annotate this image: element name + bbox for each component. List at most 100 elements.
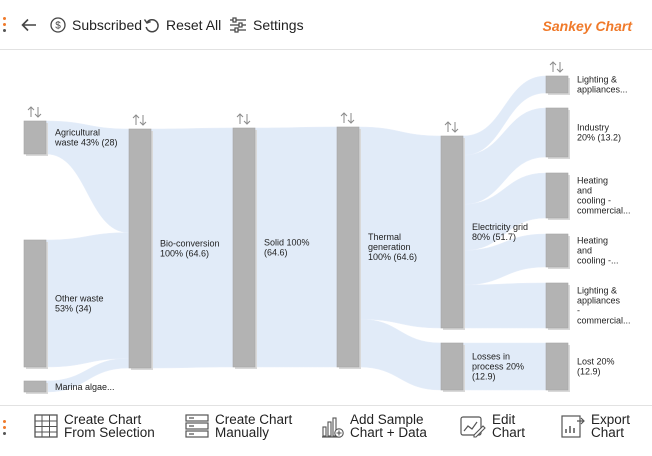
brand-title: Sankey Chart bbox=[542, 18, 632, 34]
node-label-line: 100% (64.6) bbox=[368, 252, 417, 262]
node-label-line: Lost 20% bbox=[577, 357, 615, 367]
reorder-arrows-icon[interactable] bbox=[236, 113, 251, 125]
node-label-line: process 20% bbox=[472, 362, 524, 372]
node-label-line: appliances... bbox=[577, 85, 628, 95]
node-label-line: Agricultural bbox=[55, 128, 100, 138]
create-chart-from-selection-label: Create Chart From Selection bbox=[64, 412, 155, 440]
node-label-line: Electricity grid bbox=[472, 222, 528, 232]
sankey-node-solid[interactable]: Solid 100% (64.6) bbox=[232, 113, 310, 369]
node-bar bbox=[440, 135, 464, 329]
node-bar bbox=[232, 127, 256, 368]
export-chart-icon bbox=[561, 415, 585, 438]
subscribed-button[interactable]: $ Subscribed bbox=[50, 14, 142, 36]
node-label: Losses in process 20% (12.9) bbox=[472, 352, 524, 382]
node-label-line: Industry bbox=[577, 123, 610, 133]
sankey-node-agri[interactable]: Agricultural waste 43% (28) bbox=[23, 106, 118, 156]
edit-chart-label: Edit Chart bbox=[492, 412, 526, 440]
sankey-node-bio[interactable]: Bio-conversion 100% (64.6) bbox=[128, 114, 220, 370]
node-label-line: Lighting & bbox=[577, 286, 617, 296]
sliders-icon bbox=[230, 17, 246, 33]
node-bar bbox=[545, 75, 569, 94]
node-label-line: 80% (51.7) bbox=[472, 232, 516, 242]
bottom-kebab-icon[interactable] bbox=[3, 420, 7, 438]
node-bar bbox=[440, 342, 464, 391]
node-label: Heating and cooling -... bbox=[577, 236, 619, 266]
node-bar bbox=[545, 342, 569, 391]
node-label-line: Marina algae... bbox=[55, 382, 115, 392]
sankey-node-light_comm[interactable]: Lighting & appliances -commercial... bbox=[545, 282, 631, 330]
node-label-line: Heating bbox=[577, 176, 608, 186]
sankey-link-agri-bio[interactable] bbox=[45, 120, 130, 233]
sankey-links bbox=[45, 75, 547, 393]
sankey-chart-area: Agricultural waste 43% (28) Other waste 53%… bbox=[0, 51, 652, 405]
sankey-node-light_home[interactable]: Lighting & appliances... bbox=[545, 61, 628, 95]
sankey-link-grid-light_comm[interactable] bbox=[462, 282, 547, 329]
sankey-link-thermal-grid[interactable] bbox=[358, 126, 442, 329]
reorder-arrows-icon[interactable] bbox=[549, 61, 564, 73]
node-label-line: commercial... bbox=[577, 206, 631, 216]
sankey-node-marina[interactable]: Marina algae... bbox=[23, 380, 115, 394]
node-label-line: Losses in bbox=[472, 352, 510, 362]
sankey-link-thermal-losses[interactable] bbox=[358, 318, 442, 391]
form-list-icon bbox=[185, 414, 209, 438]
node-label-line: 100% (64.6) bbox=[160, 249, 209, 259]
node-bar bbox=[23, 120, 47, 155]
sankey-node-lost[interactable]: Lost 20% (12.9) bbox=[545, 342, 615, 392]
reorder-arrows-icon[interactable] bbox=[132, 114, 147, 126]
sankey-nodes: Agricultural waste 43% (28) Other waste 53%… bbox=[23, 61, 631, 394]
node-label-line: (12.9) bbox=[472, 372, 496, 382]
dollar-circle-icon: $ bbox=[50, 17, 66, 33]
edit-chart-button[interactable]: Edit Chart bbox=[460, 413, 525, 439]
node-label-line: 20% (13.2) bbox=[577, 133, 621, 143]
create-chart-manually-button[interactable]: Create Chart Manually bbox=[185, 413, 292, 439]
sankey-node-heat_home[interactable]: Heating and cooling -... bbox=[545, 233, 619, 269]
reorder-arrows-icon[interactable] bbox=[27, 106, 42, 118]
sankey-node-thermal[interactable]: Thermal generation 100% (64.6) bbox=[336, 112, 417, 369]
node-label-line: Other waste bbox=[55, 294, 104, 304]
node-label-line: and bbox=[577, 246, 592, 256]
node-label: Industry 20% (13.2) bbox=[577, 123, 621, 143]
node-bar bbox=[545, 172, 569, 219]
node-bar bbox=[545, 233, 569, 268]
sankey-node-heat_comm[interactable]: Heating and cooling -commercial... bbox=[545, 172, 631, 220]
reorder-arrows-icon[interactable] bbox=[340, 112, 355, 124]
add-sample-chart-button[interactable]: Add Sample Chart + Data bbox=[320, 413, 427, 439]
node-bar bbox=[336, 126, 360, 368]
sankey-node-losses[interactable]: Losses in process 20% (12.9) bbox=[440, 342, 524, 392]
sample-chart-add-icon bbox=[322, 417, 344, 438]
node-label-line: appliances bbox=[577, 296, 621, 306]
node-label-line: 53% (34) bbox=[55, 304, 92, 314]
create-chart-from-selection-button[interactable]: Create Chart From Selection bbox=[34, 413, 155, 439]
node-bar bbox=[23, 239, 47, 368]
node-bar bbox=[128, 128, 152, 369]
node-label-line: and bbox=[577, 186, 592, 196]
node-label-line: Lighting & bbox=[577, 75, 617, 85]
node-label: Heating and cooling -commercial... bbox=[577, 176, 631, 216]
node-label-line: Thermal bbox=[368, 232, 401, 242]
node-label-line: Solid 100% bbox=[264, 238, 310, 248]
node-label-line: (12.9) bbox=[577, 367, 601, 377]
node-label: Lighting & appliances -commercial... bbox=[577, 286, 631, 326]
table-grid-icon bbox=[34, 414, 58, 438]
node-label: Thermal generation 100% (64.6) bbox=[368, 232, 417, 262]
node-label-line: waste 43% (28) bbox=[54, 138, 118, 148]
reset-all-button[interactable]: Reset All bbox=[143, 14, 221, 36]
node-label-line: cooling -... bbox=[577, 256, 619, 266]
reset-all-label: Reset All bbox=[166, 17, 222, 33]
sankey-node-industry[interactable]: Industry 20% (13.2) bbox=[545, 107, 621, 159]
create-chart-manually-label: Create Chart Manually bbox=[215, 412, 293, 440]
add-sample-chart-label: Add Sample Chart + Data bbox=[350, 412, 427, 440]
reset-icon bbox=[143, 18, 159, 33]
back-button[interactable] bbox=[20, 14, 44, 36]
node-label-line: Heating bbox=[577, 236, 608, 246]
export-chart-button[interactable]: Export Chart bbox=[561, 413, 630, 439]
reorder-arrows-icon[interactable] bbox=[444, 121, 459, 133]
node-label: Marina algae... bbox=[55, 382, 115, 392]
settings-button[interactable]: Settings bbox=[229, 14, 304, 36]
sankey-node-grid[interactable]: Electricity grid 80% (51.7) bbox=[440, 121, 528, 330]
menu-kebab-icon[interactable] bbox=[3, 17, 7, 35]
node-label: Bio-conversion 100% (64.6) bbox=[160, 239, 220, 259]
subscribed-label: Subscribed bbox=[72, 17, 143, 33]
sankey-node-other[interactable]: Other waste 53% (34) bbox=[23, 239, 104, 369]
edit-chart-icon bbox=[460, 416, 486, 438]
